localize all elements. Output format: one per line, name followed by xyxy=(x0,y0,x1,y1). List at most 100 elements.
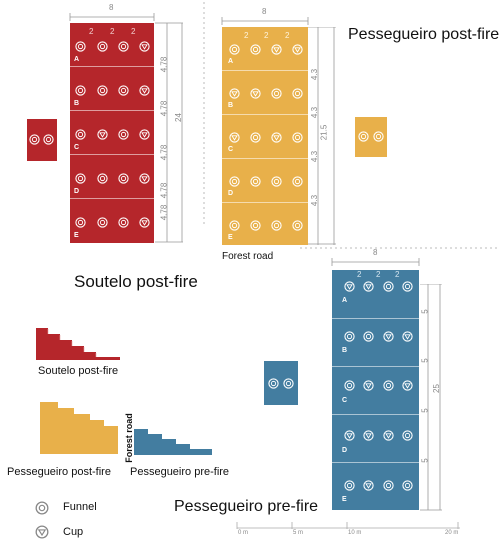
funnel-icon xyxy=(283,378,294,389)
cup-icon xyxy=(139,217,150,228)
funnel-icon xyxy=(292,132,303,143)
funnel-icon xyxy=(75,41,86,52)
funnel-icon xyxy=(250,176,261,187)
spacing-label: 2 xyxy=(395,270,400,279)
pess-pre-total-height: 25 xyxy=(431,384,441,393)
funnel-icon xyxy=(373,131,384,142)
soutelo-row-height: 4.78 xyxy=(159,56,169,73)
funnel-icon xyxy=(402,430,413,441)
pessegueiro-pre-profile-label: Pessegueiro pre-fire xyxy=(130,466,230,478)
soutelo-height-dimension xyxy=(155,22,183,243)
funnel-icon xyxy=(75,173,86,184)
pess-post-row-height: 4.3 xyxy=(310,106,320,119)
scale-label: 0 m xyxy=(238,530,249,536)
spacing-label: 2 xyxy=(357,270,362,279)
funnel-icon xyxy=(75,217,86,228)
funnel-icon xyxy=(402,480,413,491)
funnel-icon xyxy=(118,129,129,140)
funnel-icon xyxy=(118,173,129,184)
cup-icon xyxy=(139,85,150,96)
funnel-icon xyxy=(344,480,355,491)
row-label-a: A xyxy=(342,297,348,304)
pess-pre-height-dimension xyxy=(420,284,442,511)
funnel-icon xyxy=(35,501,49,515)
pess-pre-row-height: 5 xyxy=(420,358,430,363)
funnel-icon xyxy=(118,41,129,52)
funnel-icon xyxy=(229,220,240,231)
row-label-d: D xyxy=(342,447,348,454)
pessegueiro-post-plot: A B C D E 2 2 2 xyxy=(222,27,308,245)
scale-label: 5 m xyxy=(293,530,304,536)
cup-icon xyxy=(271,132,282,143)
cup-icon xyxy=(402,380,413,391)
soutelo-row-height: 4.78 xyxy=(159,182,169,199)
funnel-icon xyxy=(229,176,240,187)
soutelo-total-height: 24 xyxy=(173,113,183,122)
pess-post-width-dimension xyxy=(221,17,309,25)
pessegueiro-pre-title: Pessegueiro pre-fire xyxy=(174,498,319,515)
pess-post-total-height: 21.5 xyxy=(319,124,329,141)
pessegueiro-pre-profile xyxy=(134,429,212,455)
funnel-icon xyxy=(268,378,279,389)
soutelo-row-height: 4.78 xyxy=(159,204,169,221)
soutelo-width-dimension xyxy=(69,13,155,21)
pessegueiro-post-side-plot xyxy=(355,117,387,157)
pessegueiro-pre-plot: A B C D E 2 2 2 xyxy=(332,270,419,510)
row-label-c: C xyxy=(228,146,234,153)
row-label-d: D xyxy=(228,190,234,197)
funnel-icon xyxy=(118,217,129,228)
soutelo-profile-label: Soutelo post-fire xyxy=(38,365,119,377)
funnel-icon xyxy=(118,85,129,96)
cup-icon xyxy=(271,44,282,55)
row-label-b: B xyxy=(74,100,80,107)
row-label-e: E xyxy=(74,232,79,239)
funnel-icon xyxy=(97,41,108,52)
pessegueiro-post-profile xyxy=(40,402,118,454)
pess-pre-row-height: 5 xyxy=(420,408,430,413)
funnel-icon xyxy=(363,331,374,342)
funnel-icon xyxy=(402,281,413,292)
cup-icon xyxy=(139,41,150,52)
legend-funnel-label: Funnel xyxy=(63,501,97,513)
cup-icon xyxy=(363,380,374,391)
spacing-label: 2 xyxy=(131,27,136,36)
soutelo-plot: A B C D E 2 2 2 xyxy=(70,23,154,243)
soutelo-profile xyxy=(36,328,120,360)
cup-icon xyxy=(402,331,413,342)
row-label-a: A xyxy=(228,58,234,65)
funnel-icon xyxy=(292,88,303,99)
scale-bar xyxy=(236,522,460,529)
funnel-icon xyxy=(97,217,108,228)
pess-pre-width-label: 8 xyxy=(373,248,378,257)
cup-icon xyxy=(35,525,49,539)
forest-road-label: Forest road xyxy=(222,251,274,262)
cup-icon xyxy=(363,281,374,292)
cup-icon xyxy=(229,88,240,99)
cup-icon xyxy=(363,480,374,491)
funnel-icon xyxy=(75,129,86,140)
scale-label: 10 m xyxy=(348,530,362,536)
funnel-icon xyxy=(97,85,108,96)
row-label-d: D xyxy=(74,188,80,195)
pessegueiro-post-title: Pessegueiro post-fire xyxy=(348,26,500,43)
funnel-icon xyxy=(271,88,282,99)
funnel-icon xyxy=(29,134,40,145)
spacing-label: 2 xyxy=(244,31,249,40)
cup-icon xyxy=(344,281,355,292)
legend-cup-label: Cup xyxy=(63,526,84,538)
spacing-label: 2 xyxy=(376,270,381,279)
funnel-icon xyxy=(250,220,261,231)
row-label-e: E xyxy=(342,496,347,503)
soutelo-row-height: 4.78 xyxy=(159,100,169,117)
funnel-icon xyxy=(358,131,369,142)
row-label-c: C xyxy=(342,397,348,404)
cup-icon xyxy=(229,132,240,143)
row-label-c: C xyxy=(74,144,80,151)
funnel-icon xyxy=(250,44,261,55)
funnel-icon xyxy=(229,44,240,55)
cup-icon xyxy=(97,129,108,140)
divider-line xyxy=(300,247,500,249)
funnel-icon xyxy=(271,176,282,187)
cup-icon xyxy=(292,44,303,55)
scale-label: 20 m xyxy=(445,530,459,536)
